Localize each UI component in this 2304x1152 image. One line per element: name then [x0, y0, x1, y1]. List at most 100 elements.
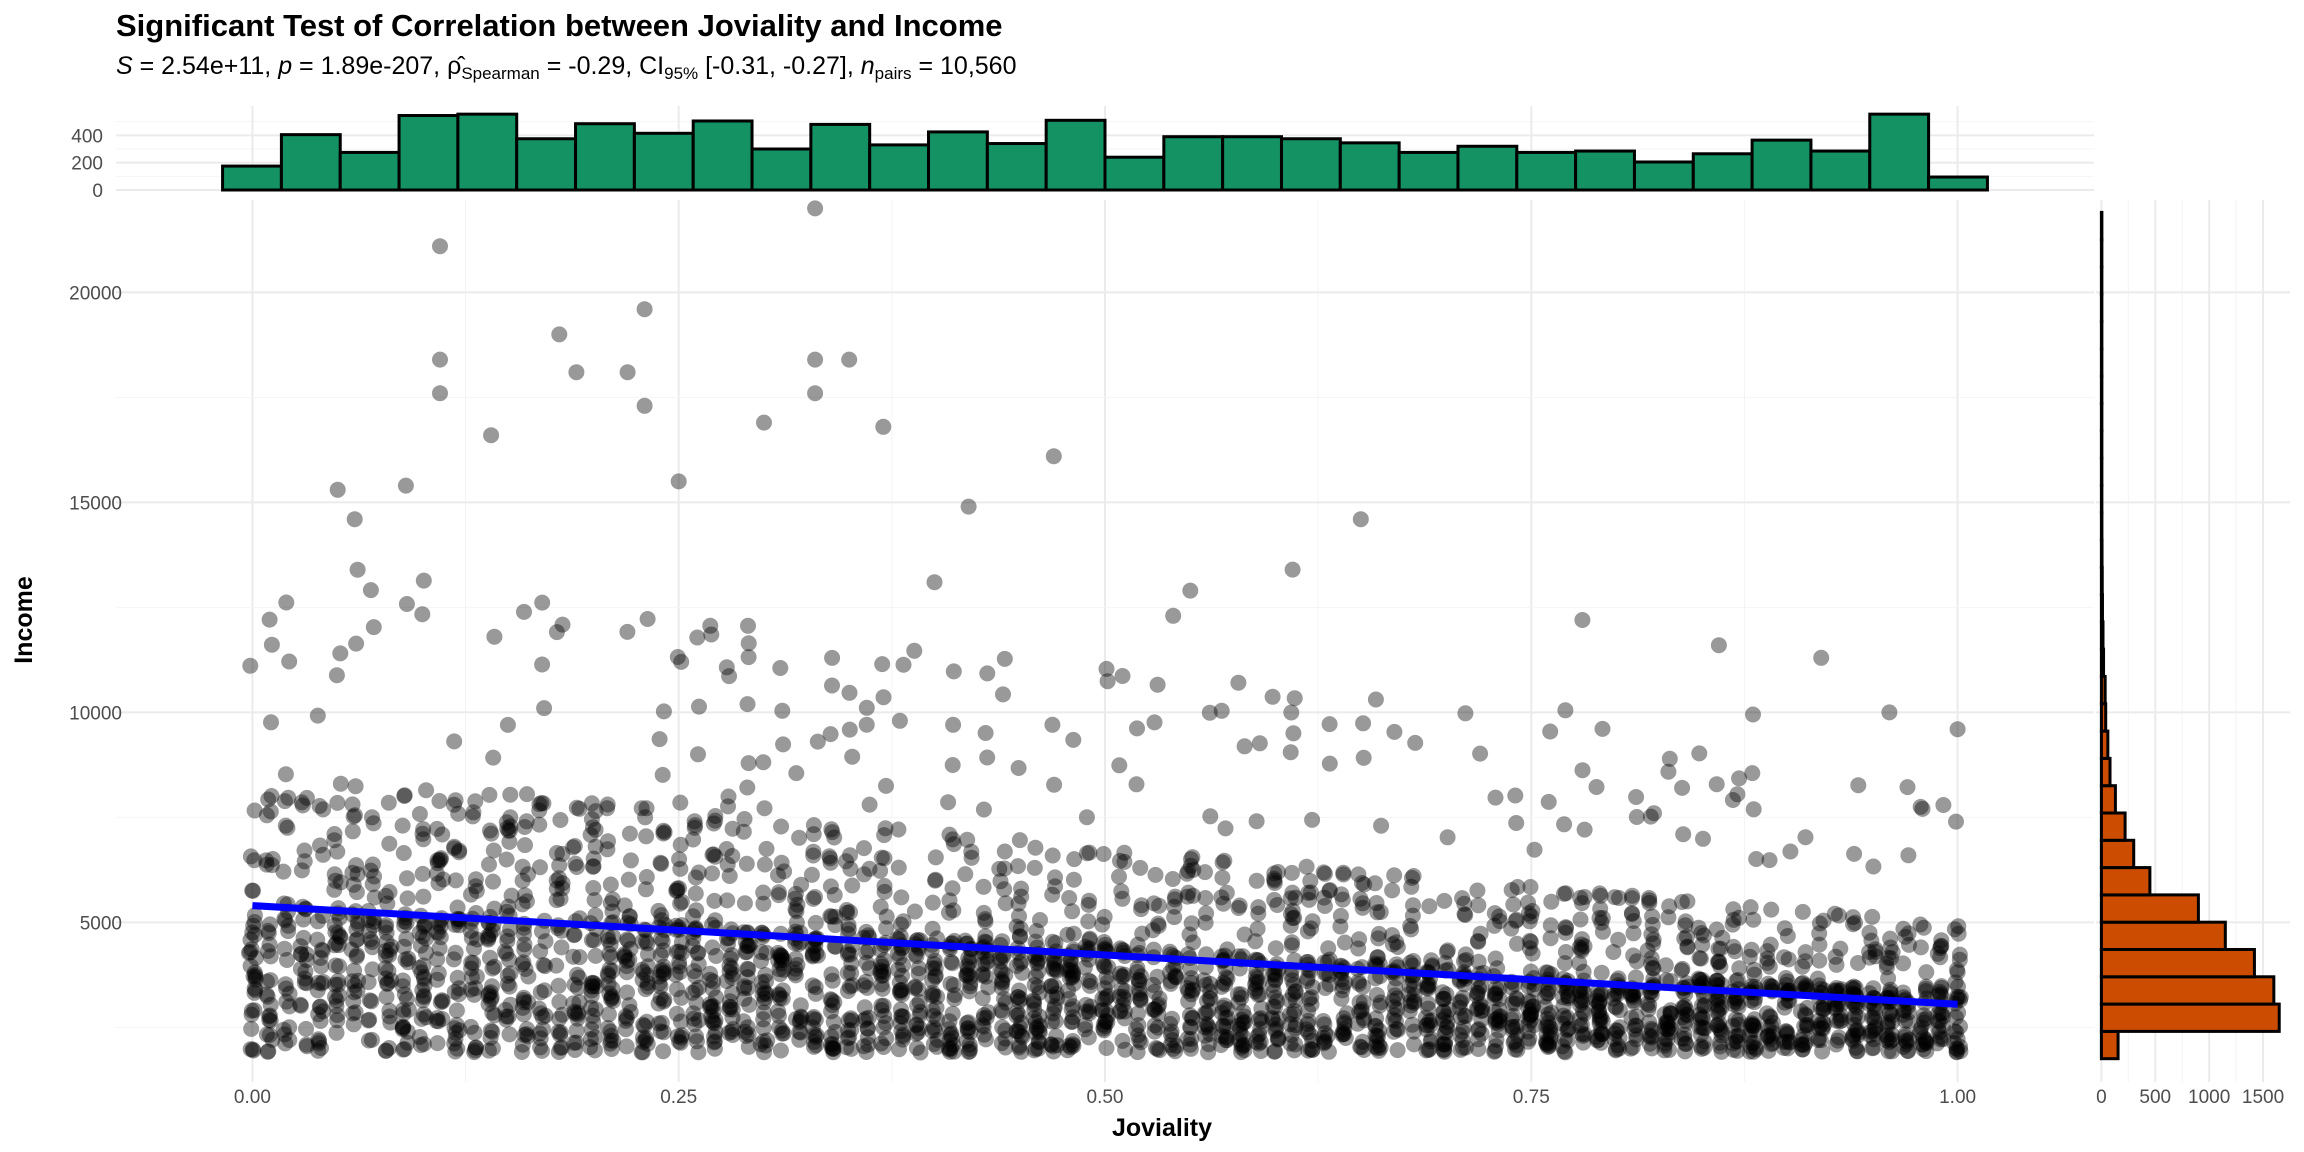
scatter-point: [1233, 1011, 1250, 1028]
scatter-point: [482, 1029, 499, 1046]
scatter-point: [280, 917, 297, 934]
scatter-point: [329, 794, 346, 811]
scatter-point: [360, 1012, 377, 1029]
scatter-point: [1486, 905, 1503, 922]
scatter-point: [1198, 905, 1215, 922]
scatter-point: [639, 935, 656, 952]
scatter-point: [1286, 690, 1303, 707]
scatter-point: [1526, 841, 1543, 858]
scatter-point: [259, 1043, 276, 1060]
scatter-point: [1253, 1000, 1270, 1017]
scatter-point: [1437, 1034, 1454, 1050]
scatter-point: [1267, 966, 1284, 983]
scatter-point: [1709, 972, 1726, 989]
scatter-point: [946, 990, 963, 1007]
scatter-point: [909, 997, 926, 1014]
scatter-point: [1609, 1037, 1626, 1054]
scatter-point: [707, 812, 724, 829]
scatter-point: [639, 978, 656, 995]
y-tick-label: 15000: [69, 493, 122, 514]
scatter-point: [1094, 990, 1111, 1007]
scatter-point: [874, 958, 891, 975]
scatter-point: [655, 825, 672, 842]
scatter-point: [1095, 957, 1112, 974]
scatter-point: [1539, 985, 1556, 1002]
scatter-point: [1249, 1028, 1266, 1045]
scatter-point: [1436, 1041, 1453, 1058]
scatter-point: [1879, 1016, 1896, 1033]
scatter-point: [1113, 883, 1130, 900]
scatter-point: [346, 807, 363, 824]
scatter-point: [1268, 1020, 1284, 1037]
scatter-point: [1611, 1029, 1628, 1046]
scatter-point: [327, 988, 343, 1005]
scatter-point: [1946, 921, 1963, 938]
scatter-point: [281, 985, 298, 1002]
scatter-point: [1726, 993, 1743, 1010]
scatter-point: [1316, 1016, 1333, 1033]
scatter-point: [1111, 868, 1127, 885]
scatter-point: [587, 838, 604, 855]
scatter-point: [499, 820, 516, 837]
scatter-point: [395, 1041, 412, 1058]
scatter-point: [361, 992, 378, 1009]
scatter-point: [397, 477, 414, 494]
scatter-point: [1912, 798, 1929, 815]
scatter-point: [1656, 1006, 1673, 1023]
scatter-point: [1026, 996, 1042, 1012]
scatter-point: [1813, 649, 1830, 666]
scatter-point: [1557, 919, 1574, 936]
scatter-point: [737, 944, 754, 961]
scatter-point: [585, 850, 602, 867]
scatter-point: [977, 913, 994, 930]
top-histogram-bar: [750, 147, 813, 192]
scatter-point: [1712, 940, 1729, 957]
top-histogram-bar: [1044, 118, 1107, 192]
scatter-point: [1779, 1025, 1796, 1042]
scatter-point: [1880, 949, 1897, 966]
scatter-point: [1916, 1014, 1933, 1031]
scatter-point: [684, 984, 701, 1001]
scatter-point: [758, 985, 775, 1002]
scatter-point: [1792, 1003, 1809, 1020]
scatter-point: [1865, 1009, 1882, 1026]
scatter-point: [484, 960, 501, 977]
scatter-point: [1504, 1022, 1521, 1039]
scatter-point: [258, 1026, 275, 1043]
scatter-point: [1507, 1041, 1524, 1058]
scatter-point: [1628, 1008, 1645, 1025]
scatter-point: [1912, 1022, 1929, 1039]
scatter-point: [840, 1022, 857, 1039]
scatter-point: [1303, 996, 1320, 1013]
scatter-point: [466, 986, 483, 1003]
scatter-point: [908, 1040, 925, 1056]
scatter-point: [827, 917, 844, 934]
scatter-point: [548, 624, 565, 641]
scatter-point: [1622, 987, 1639, 1004]
scatter-point: [413, 964, 430, 981]
scatter-point: [1147, 1002, 1163, 1018]
scatter-point: [1333, 886, 1350, 903]
scatter-point: [1065, 1009, 1081, 1026]
scatter-point: [296, 974, 313, 991]
scatter-point: [1657, 957, 1674, 974]
scatter-point: [1200, 1044, 1217, 1061]
scatter-point: [1760, 1019, 1776, 1036]
scatter-point: [1165, 959, 1182, 976]
scatter-point: [736, 1023, 753, 1040]
scatter-point: [1472, 925, 1489, 942]
scatter-point: [260, 791, 277, 808]
scatter-point: [805, 817, 822, 834]
scatter-point: [1776, 920, 1793, 937]
scatter-point: [396, 1041, 413, 1058]
scatter-point: [960, 950, 977, 967]
scatter-point: [500, 1008, 517, 1025]
scatter-point: [501, 978, 518, 995]
scatter-point: [1179, 980, 1196, 996]
scatter-point: [1695, 830, 1711, 847]
scatter-point: [1850, 1024, 1867, 1041]
scatter-point: [1710, 1005, 1727, 1022]
scatter-point: [279, 819, 296, 836]
scatter-point: [655, 958, 672, 975]
scatter-point: [1266, 1043, 1283, 1060]
